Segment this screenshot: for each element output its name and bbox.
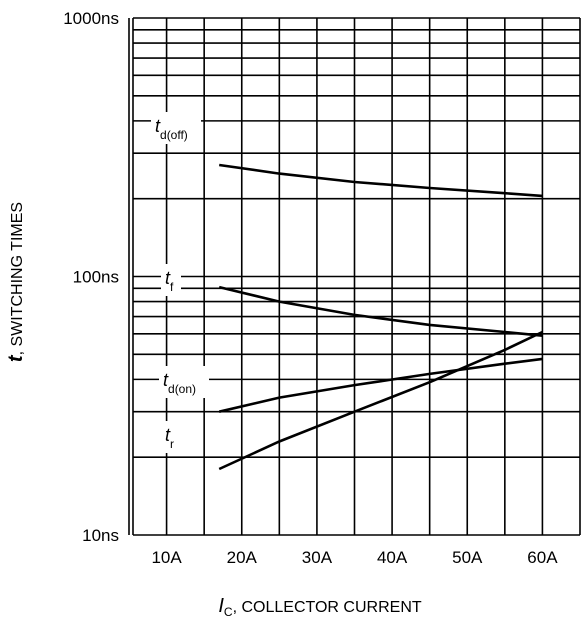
x-tick-label: 10A bbox=[151, 548, 182, 567]
series-label-background bbox=[151, 112, 201, 144]
x-tick-label: 40A bbox=[377, 548, 408, 567]
curves bbox=[218, 163, 543, 471]
series-line-td-on bbox=[218, 357, 543, 413]
y-axis-title-variable: t bbox=[5, 354, 27, 362]
series-label: td(on) bbox=[163, 370, 196, 396]
curve-labels: td(off) tf td(on) tr bbox=[151, 112, 209, 453]
x-axis-title-subscript: C bbox=[224, 605, 233, 619]
y-axis-title: t, SWITCHING TIMES bbox=[5, 202, 27, 362]
tick-labels: 10A 20A 30A 40A 50A 60A 1000ns 100ns 10ns bbox=[63, 9, 558, 567]
y-tick-label: 100ns bbox=[73, 268, 119, 287]
grid bbox=[128, 17, 581, 536]
series-label: td(off) bbox=[155, 116, 188, 142]
series-line-td-off bbox=[219, 163, 543, 198]
x-axis-title-variable: I bbox=[218, 595, 224, 617]
x-tick-label: 60A bbox=[527, 548, 558, 567]
y-axis-title-text: , SWITCHING TIMES bbox=[9, 202, 26, 355]
y-tick-label: 1000ns bbox=[63, 9, 119, 28]
series-line-tr bbox=[218, 330, 543, 471]
series-line-tf bbox=[218, 285, 543, 337]
series-label-background bbox=[159, 366, 209, 398]
x-axis-title-text: , COLLECTOR CURRENT bbox=[233, 599, 422, 616]
series-label-background bbox=[161, 264, 181, 296]
x-tick-label: 50A bbox=[452, 548, 483, 567]
x-axis-title: IC, COLLECTOR CURRENT bbox=[218, 595, 422, 619]
x-tick-label: 20A bbox=[227, 548, 258, 567]
x-tick-label: 30A bbox=[302, 548, 333, 567]
y-tick-label: 10ns bbox=[82, 526, 119, 545]
series-label: tr bbox=[165, 425, 174, 451]
series-label-background bbox=[161, 421, 181, 453]
series-label: tf bbox=[165, 268, 174, 294]
